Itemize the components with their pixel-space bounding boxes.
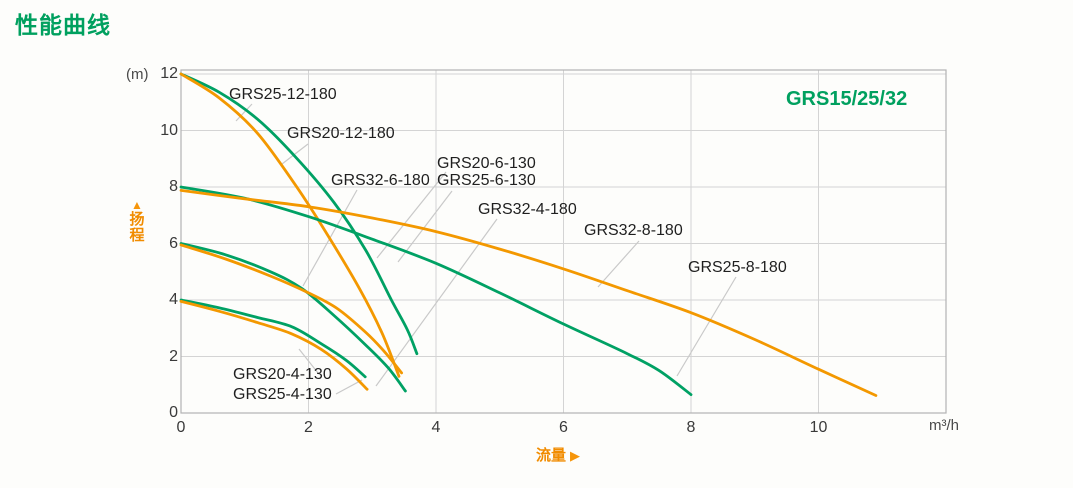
x-tick-8: 8 — [686, 419, 696, 436]
leader-line-GRS25-12-180 — [235, 103, 253, 122]
curve-label-GRS32-8-180: GRS32-8-180 — [584, 222, 683, 239]
y-axis-unit-label: (m) — [126, 66, 149, 83]
y-axis-title-char-2: 程 — [129, 227, 145, 244]
curve-GRS32-8-180 — [179, 189, 878, 397]
y-tick-12: 12 — [160, 65, 178, 82]
plot-border — [180, 69, 947, 414]
curve-label-GRS20-6-130: GRS20-6-130 — [437, 155, 536, 172]
curve-label-GRS25-8-180: GRS25-8-180 — [688, 259, 787, 276]
y-axis-title-char-1: 扬 — [129, 211, 145, 228]
curve-GRS20-6-130 — [179, 243, 403, 375]
curve-label-GRS32-6-180: GRS32-6-180 — [331, 172, 430, 189]
x-tick-10: 10 — [809, 419, 828, 436]
curve-label-GRS20-4-130: GRS20-4-130 — [233, 366, 332, 383]
x-tick-6: 6 — [559, 419, 568, 436]
leader-line-GRS25-4-130 — [335, 379, 363, 395]
leader-line-GRS20-4-130 — [298, 348, 319, 374]
curve-GRS20-4-130 — [179, 300, 369, 391]
y-tick-8: 8 — [169, 178, 178, 195]
leader-line-GRS25-6-130 — [397, 190, 453, 263]
leader-line-GRS25-8-180 — [676, 276, 737, 377]
right-arrow-icon: ▶ — [570, 448, 581, 463]
x-tick-2: 2 — [304, 419, 313, 436]
curve-label-GRS20-12-180: GRS20-12-180 — [287, 125, 395, 142]
curve-label-GRS25-12-180: GRS25-12-180 — [229, 86, 337, 103]
x-tick-4: 4 — [431, 419, 441, 436]
y-tick-0: 0 — [169, 404, 178, 421]
curve-GRS25-8-180 — [179, 185, 693, 396]
curve-GRS25-12-180 — [179, 72, 419, 356]
y-tick-6: 6 — [169, 234, 178, 252]
leader-line-GRS32-4-180 — [375, 218, 498, 387]
y-axis-title: ▲ 扬 程 — [128, 199, 146, 244]
leader-line-GRS32-8-180 — [597, 240, 640, 288]
x-axis-title: 流量 ▶ — [536, 444, 580, 465]
curve-label-GRS25-4-130: GRS25-4-130 — [233, 386, 332, 403]
curve-GRS20-12-180 — [179, 72, 401, 378]
y-tick-10: 10 — [160, 121, 178, 139]
leader-line-GRS20-12-180 — [281, 143, 309, 165]
up-arrow-icon: ▲ — [131, 198, 143, 212]
series-group-label: GRS15/25/32 — [786, 88, 908, 110]
curve-GRS25-6-130 — [179, 242, 407, 393]
x-tick-0: 0 — [176, 419, 186, 436]
curve-label-GRS25-6-130: GRS25-6-130 — [437, 172, 536, 189]
curve-GRS25-4-130 — [179, 298, 367, 379]
y-tick-2: 2 — [169, 347, 178, 365]
curve-label-GRS32-4-180: GRS32-4-180 — [478, 201, 577, 218]
y-tick-4: 4 — [169, 291, 178, 308]
x-axis-title-text: 流量 — [536, 447, 567, 464]
page-title: 性能曲线 — [15, 12, 111, 38]
x-axis-unit-label: m³/h — [929, 417, 959, 434]
